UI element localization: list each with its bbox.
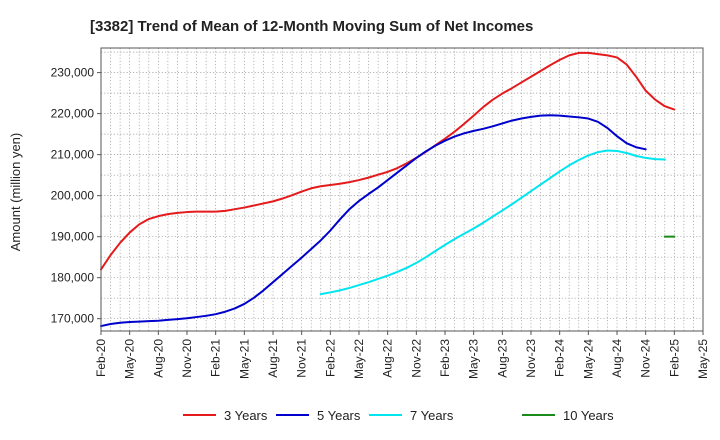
x-tick-label: Feb-22 <box>323 339 337 377</box>
legend: 3 Years 5 Years 7 Years 10 Years <box>183 408 614 423</box>
x-tick-label: Feb-24 <box>553 339 567 377</box>
y-tick-label: 180,000 <box>51 271 95 285</box>
x-tick-label: May-25 <box>696 339 710 379</box>
series-layer <box>100 51 676 328</box>
x-tick-label: Nov-20 <box>180 339 194 378</box>
x-tick-label: Nov-22 <box>409 339 423 378</box>
y-tick-label: 190,000 <box>51 230 95 244</box>
x-axis-ticks: Feb-20 May-20 Aug-20 Nov-20 Feb-21 May-21 Aug-… <box>94 331 710 379</box>
plot-frame <box>100 47 704 332</box>
series-line-7-years <box>319 149 666 296</box>
x-tick-label: Nov-23 <box>524 339 538 378</box>
y-tick-label: 220,000 <box>51 107 95 121</box>
y-tick-label: 170,000 <box>51 312 95 326</box>
y-tick-label: 230,000 <box>51 66 95 80</box>
x-tick-label: Aug-22 <box>381 339 395 378</box>
y-tick-label: 200,000 <box>51 189 95 203</box>
x-tick-label: Aug-23 <box>495 339 509 378</box>
series-line-5-years <box>100 114 647 328</box>
y-tick-label: 210,000 <box>51 148 95 162</box>
x-tick-label: May-20 <box>123 339 137 379</box>
x-tick-label: May-22 <box>352 339 366 379</box>
x-tick-label: Feb-20 <box>94 339 108 377</box>
x-tick-label: Feb-25 <box>667 339 681 377</box>
x-tick-label: Feb-21 <box>209 339 223 377</box>
x-tick-label: May-24 <box>581 339 595 379</box>
y-axis-label: Amount (million yen) <box>8 133 23 252</box>
series-line-3-years <box>100 51 676 271</box>
x-tick-label: Nov-21 <box>295 339 309 378</box>
x-tick-label: May-23 <box>467 339 481 379</box>
chart-title: [3382] Trend of Mean of 12-Month Moving … <box>90 18 533 35</box>
x-tick-label: Aug-21 <box>266 339 280 378</box>
legend-label: 5 Years <box>317 408 361 423</box>
legend-label: 10 Years <box>563 408 614 423</box>
x-tick-label: Feb-23 <box>438 339 452 377</box>
y-axis-ticks: 170,000 180,000 190,000 200,000 210,000 220,0… <box>51 66 101 326</box>
legend-label: 7 Years <box>410 408 454 423</box>
x-tick-label: Aug-20 <box>151 339 165 378</box>
grid <box>100 48 704 331</box>
x-tick-label: May-21 <box>237 339 251 379</box>
x-tick-label: Aug-24 <box>610 339 624 378</box>
x-tick-label: Nov-24 <box>639 339 653 378</box>
legend-label: 3 Years <box>224 408 268 423</box>
